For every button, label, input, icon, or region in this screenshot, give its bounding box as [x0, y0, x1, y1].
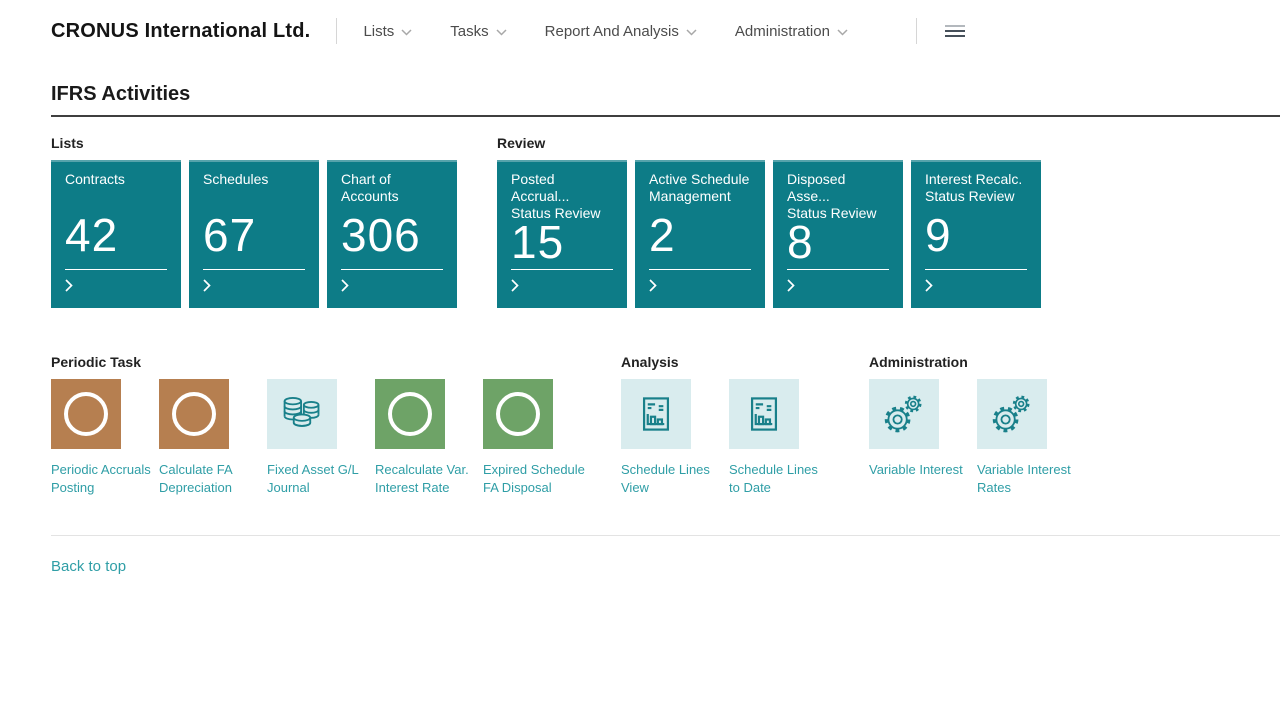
action-label: Variable Interest Rates: [977, 462, 1071, 496]
nav-item-tasks[interactable]: Tasks: [450, 22, 507, 40]
action-schedule-lines-view[interactable]: Schedule Lines View: [621, 379, 725, 497]
tile-label: Schedules: [203, 171, 269, 187]
chevron-right-icon: [511, 279, 519, 292]
tile-value: 306: [341, 209, 421, 261]
action-fixed-asset-gl-journal[interactable]: Fixed Asset G/L Journal: [267, 379, 371, 497]
gears-icon: [884, 395, 922, 433]
cue-tile-interest-recalc-status-review[interactable]: Interest Recalc. Status Review 9: [911, 160, 1041, 308]
section-title-review: Review: [497, 135, 546, 151]
cue-group-review: Review Posted Accrual... Status Review 1…: [497, 135, 1041, 308]
action-schedule-lines-to-date[interactable]: Schedule Lines to Date: [729, 379, 833, 497]
page-title: IFRS Activities: [51, 83, 191, 105]
nav-menu: Lists Tasks Report And Analysis Administ…: [363, 23, 885, 40]
tile-value: 15: [511, 216, 565, 269]
gears-icon: [992, 395, 1030, 433]
nav-item-label: Administration: [734, 22, 830, 40]
company-name: CRONUS International Ltd.: [51, 19, 311, 42]
cue-tile-posted-accrual-status-review[interactable]: Posted Accrual... Status Review 15: [497, 160, 627, 308]
footer-divider: [51, 535, 1280, 537]
nav-item-label: Tasks: [450, 22, 489, 40]
action-recalculate-var-interest-rate[interactable]: Recalculate Var. Interest Rate: [375, 379, 479, 497]
section-title-administration: Administration: [869, 354, 968, 370]
circle-icon: [64, 392, 108, 436]
chevron-right-icon: [787, 279, 795, 292]
chevron-down-icon: [837, 28, 848, 36]
action-calculate-fa-depreciation[interactable]: Calculate FA Depreciation: [159, 379, 263, 497]
action-variable-interest-rates[interactable]: Variable Interest Rates: [977, 379, 1081, 497]
circle-icon: [496, 392, 540, 436]
action-label: Periodic Accruals Posting: [51, 462, 151, 496]
cue-tile-active-schedule-management[interactable]: Active Schedule Management 2: [635, 160, 765, 308]
chevron-down-icon: [496, 28, 507, 36]
nav-item-lists[interactable]: Lists: [363, 23, 412, 40]
nav-item-administration[interactable]: Administration: [735, 23, 848, 40]
cue-tile-chart-of-accounts[interactable]: Chart of Accounts 306: [327, 160, 457, 308]
page-header: IFRS Activities: [0, 83, 1280, 106]
chevron-down-icon: [401, 28, 412, 36]
action-label: Calculate FA Depreciation: [159, 462, 232, 496]
tile-label: Active Schedule Management: [649, 171, 750, 204]
top-nav: CRONUS International Ltd. Lists Tasks Re…: [0, 0, 1280, 62]
chevron-right-icon: [649, 279, 657, 292]
action-periodic-accruals-posting[interactable]: Periodic Accruals Posting: [51, 379, 155, 497]
actions-section: Periodic Task Periodic Accruals Posting …: [51, 354, 1280, 497]
action-label: Fixed Asset G/L Journal: [267, 462, 359, 496]
nav-divider: [336, 18, 338, 44]
report-icon: [642, 397, 670, 431]
action-group-administration: Administration Variable Interest: [869, 354, 1085, 497]
tile-value: 2: [649, 209, 676, 261]
hamburger-menu-button[interactable]: [941, 21, 969, 41]
section-title-analysis: Analysis: [621, 354, 679, 370]
action-expired-schedule-fa-disposal[interactable]: Expired Schedule FA Disposal: [483, 379, 587, 497]
section-title-periodic-task: Periodic Task: [51, 354, 142, 370]
tile-value: 8: [787, 216, 814, 269]
tile-value: 42: [65, 209, 119, 261]
cue-tile-contracts[interactable]: Contracts 42: [51, 160, 181, 308]
tile-value: 9: [925, 209, 952, 261]
action-label: Expired Schedule FA Disposal: [483, 462, 585, 496]
action-group-analysis: Analysis Schedule Lines View: [621, 354, 837, 497]
action-variable-interest[interactable]: Variable Interest: [869, 379, 973, 497]
nav-divider: [915, 18, 917, 44]
circle-icon: [172, 392, 216, 436]
cue-tiles-section: Lists Contracts 42 Schedules 67 Chart of…: [51, 135, 1280, 308]
tile-label: Chart of Accounts: [341, 171, 399, 204]
tile-label: Contracts: [65, 171, 125, 187]
chevron-right-icon: [203, 279, 211, 292]
tile-value: 67: [203, 209, 257, 261]
nav-item-report-and-analysis[interactable]: Report And Analysis: [545, 23, 697, 40]
action-label: Schedule Lines View: [621, 462, 710, 496]
cue-tile-schedules[interactable]: Schedules 67: [189, 160, 319, 308]
back-to-top-link[interactable]: Back to top: [51, 558, 127, 576]
action-label: Schedule Lines to Date: [729, 462, 818, 496]
tile-label: Posted Accrual... Status Review: [511, 171, 601, 221]
chevron-right-icon: [65, 279, 73, 292]
section-title-lists: Lists: [51, 135, 84, 151]
chevron-right-icon: [341, 279, 349, 292]
hamburger-icon: [944, 25, 965, 27]
tile-label: Interest Recalc. Status Review: [925, 171, 1023, 204]
nav-item-label: Report And Analysis: [544, 22, 679, 40]
cue-group-lists: Lists Contracts 42 Schedules 67 Chart of…: [51, 135, 457, 308]
report-icon: [750, 397, 778, 431]
action-label: Variable Interest: [869, 462, 963, 477]
coins-icon: [283, 397, 320, 427]
tile-label: Disposed Asse... Status Review: [787, 171, 877, 221]
circle-icon: [388, 392, 432, 436]
action-label: Recalculate Var. Interest Rate: [375, 462, 469, 496]
nav-item-label: Lists: [363, 22, 395, 40]
title-divider: [51, 115, 1280, 117]
chevron-right-icon: [925, 279, 933, 292]
action-group-periodic-task: Periodic Task Periodic Accruals Posting …: [51, 354, 591, 497]
chevron-down-icon: [686, 28, 697, 36]
cue-tile-disposed-assets-status-review[interactable]: Disposed Asse... Status Review 8: [773, 160, 903, 308]
